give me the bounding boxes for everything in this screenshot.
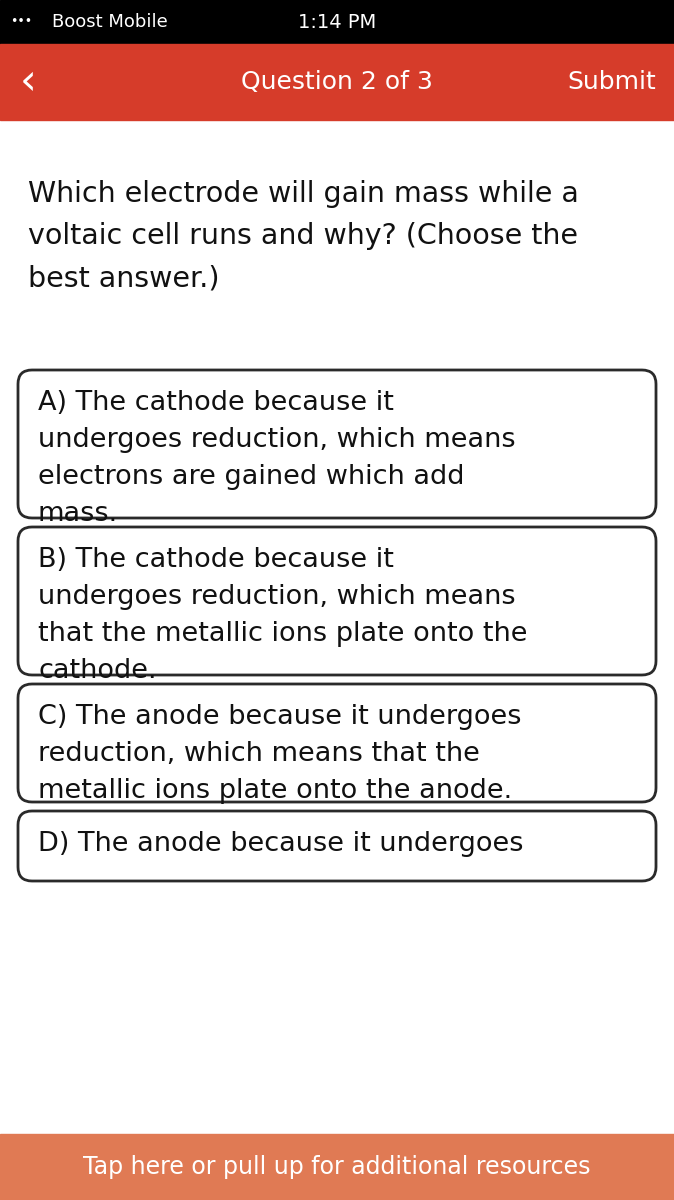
FancyBboxPatch shape <box>18 684 656 802</box>
Text: B) The cathode because it
undergoes reduction, which means
that the metallic ion: B) The cathode because it undergoes redu… <box>38 547 528 684</box>
Text: Question 2 of 3: Question 2 of 3 <box>241 70 433 94</box>
Text: A) The cathode because it
undergoes reduction, which means
electrons are gained : A) The cathode because it undergoes redu… <box>38 390 516 527</box>
Text: 1:14 PM: 1:14 PM <box>298 12 376 31</box>
Bar <box>0 0 674 44</box>
Bar <box>0 44 674 120</box>
Text: C) The anode because it undergoes
reduction, which means that the
metallic ions : C) The anode because it undergoes reduct… <box>38 704 522 804</box>
Text: Tap here or pull up for additional resources: Tap here or pull up for additional resou… <box>84 1154 590 1178</box>
Text: Boost Mobile: Boost Mobile <box>52 13 168 31</box>
FancyBboxPatch shape <box>18 527 656 674</box>
Text: Which electrode will gain mass while a
voltaic cell runs and why? (Choose the
be: Which electrode will gain mass while a v… <box>28 180 579 293</box>
Bar <box>0 120 674 1134</box>
FancyBboxPatch shape <box>18 370 656 518</box>
FancyBboxPatch shape <box>18 811 656 881</box>
Text: Submit: Submit <box>568 70 656 94</box>
Text: ‹: ‹ <box>20 61 37 103</box>
Bar <box>0 1134 674 1200</box>
Text: •••: ••• <box>10 16 32 29</box>
Text: D) The anode because it undergoes: D) The anode because it undergoes <box>38 830 524 857</box>
